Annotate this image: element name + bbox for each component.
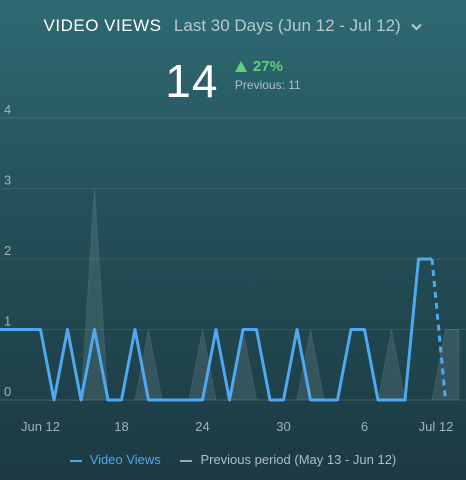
kpi-change: 27% Previous: 11 bbox=[234, 58, 301, 92]
x-tick-label: 18 bbox=[114, 419, 128, 434]
legend-swatch-current bbox=[69, 459, 82, 462]
y-tick-label: 2 bbox=[4, 243, 11, 258]
kpi-previous-value: Previous: 11 bbox=[234, 78, 301, 92]
legend-item-video-views[interactable]: Video Views bbox=[69, 452, 161, 467]
kpi-summary: 14 27% Previous: 11 bbox=[0, 54, 466, 108]
x-tick-label: 6 bbox=[361, 419, 368, 434]
date-range-label: Last 30 Days (Jun 12 - Jul 12) bbox=[173, 16, 401, 35]
legend: Video Views Previous period (May 13 - Ju… bbox=[0, 452, 466, 467]
chevron-down-icon bbox=[411, 23, 423, 30]
previous-period-area bbox=[0, 188, 460, 401]
x-tick-label: 24 bbox=[195, 419, 209, 434]
y-tick-label: 0 bbox=[4, 384, 11, 399]
y-tick-label: 4 bbox=[4, 102, 11, 117]
video-views-series-partial bbox=[430, 258, 447, 401]
chart-title: VIDEO VIEWS bbox=[43, 16, 162, 35]
legend-item-previous-period[interactable]: Previous period (May 13 - Jun 12) bbox=[180, 452, 396, 467]
y-tick-label: 1 bbox=[4, 314, 11, 329]
x-axis-labels: Jun 12 18 24 30 6 Jul 12 bbox=[21, 419, 453, 434]
triangle-up-icon bbox=[234, 61, 247, 73]
legend-label-previous: Previous period (May 13 - Jun 12) bbox=[200, 452, 397, 467]
video-views-series bbox=[0, 257, 432, 402]
legend-swatch-previous bbox=[180, 459, 193, 462]
x-tick-label: Jul 12 bbox=[419, 419, 454, 434]
previous-period-fill bbox=[0, 188, 460, 401]
video-views-line bbox=[0, 257, 447, 402]
date-range-dropdown[interactable]: Last 30 Days (Jun 12 - Jul 12) bbox=[174, 16, 423, 35]
header: VIDEO VIEWS Last 30 Days (Jun 12 - Jul 1… bbox=[0, 16, 466, 36]
kpi-value: 14 bbox=[165, 55, 219, 107]
x-tick-label: Jun 12 bbox=[21, 419, 60, 434]
y-axis-labels: 0 1 2 3 4 bbox=[4, 102, 11, 399]
y-tick-label: 3 bbox=[4, 173, 11, 188]
x-tick-label: 30 bbox=[276, 419, 290, 434]
kpi-change-percent: 27% bbox=[252, 58, 283, 75]
legend-label-current: Video Views bbox=[89, 452, 161, 467]
